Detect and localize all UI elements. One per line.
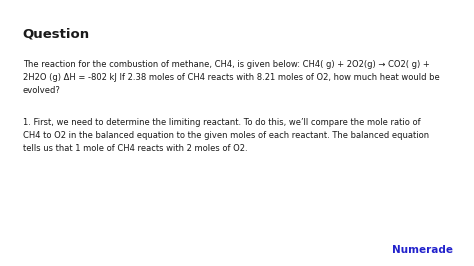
Text: Numerade: Numerade bbox=[392, 245, 453, 255]
Text: Question: Question bbox=[23, 28, 90, 41]
Text: The reaction for the combustion of methane, CH4, is given below: CH4( g) + 2O2(g: The reaction for the combustion of metha… bbox=[23, 60, 439, 94]
Text: 1. First, we need to determine the limiting reactant. To do this, we’ll compare : 1. First, we need to determine the limit… bbox=[23, 118, 429, 153]
